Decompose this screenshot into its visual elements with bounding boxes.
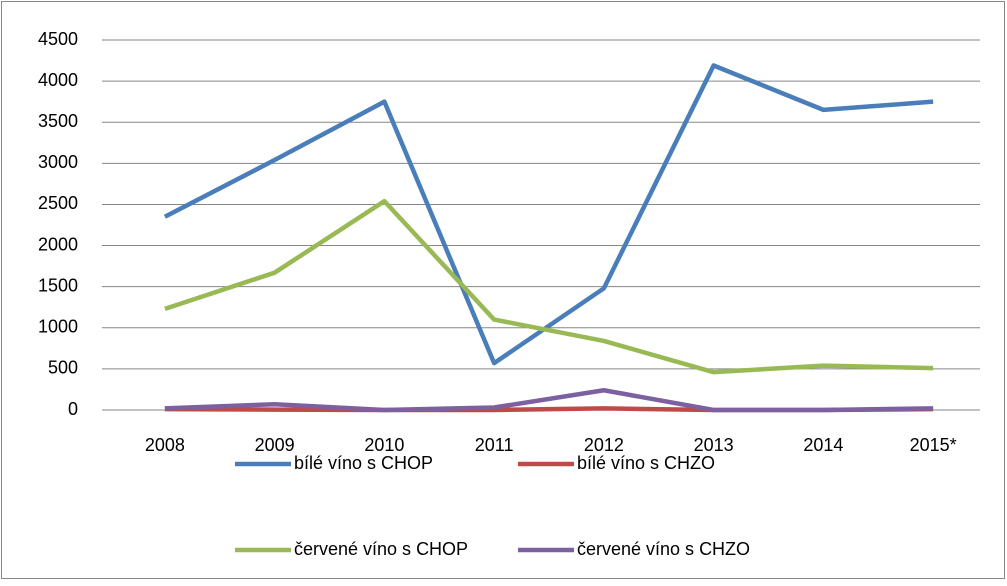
y-tick-label: 2500 — [38, 193, 78, 213]
series-line — [163, 63, 934, 366]
x-tick-label: 2014 — [803, 435, 843, 455]
y-tick-label: 3000 — [38, 152, 78, 172]
x-tick-label: 2011 — [475, 435, 514, 455]
y-tick-label: 4000 — [38, 70, 78, 90]
legend-label: červené víno s CHOP — [294, 539, 468, 559]
series-line — [164, 388, 934, 413]
y-tick-label: 0 — [68, 399, 78, 419]
x-tick-label: 2008 — [145, 435, 185, 455]
y-tick-label: 4500 — [38, 29, 78, 49]
y-tick-label: 1500 — [38, 275, 78, 295]
legend-label: bílé víno s CHZO — [577, 453, 715, 473]
y-tick-label: 1000 — [38, 317, 78, 337]
legend-label: bílé víno s CHOP — [294, 453, 433, 473]
y-tick-label: 2000 — [38, 234, 78, 254]
y-tick-label: 500 — [48, 358, 78, 378]
x-tick-label: 2013 — [694, 435, 734, 455]
y-tick-label: 3500 — [38, 111, 78, 131]
legend-label: červené víno s CHZO — [577, 539, 750, 559]
x-tick-label: 2009 — [255, 435, 295, 455]
series-line — [164, 198, 934, 375]
x-tick-label: 2015* — [910, 435, 957, 455]
x-tick-label: 2010 — [364, 435, 404, 455]
x-tick-label: 2012 — [584, 435, 624, 455]
